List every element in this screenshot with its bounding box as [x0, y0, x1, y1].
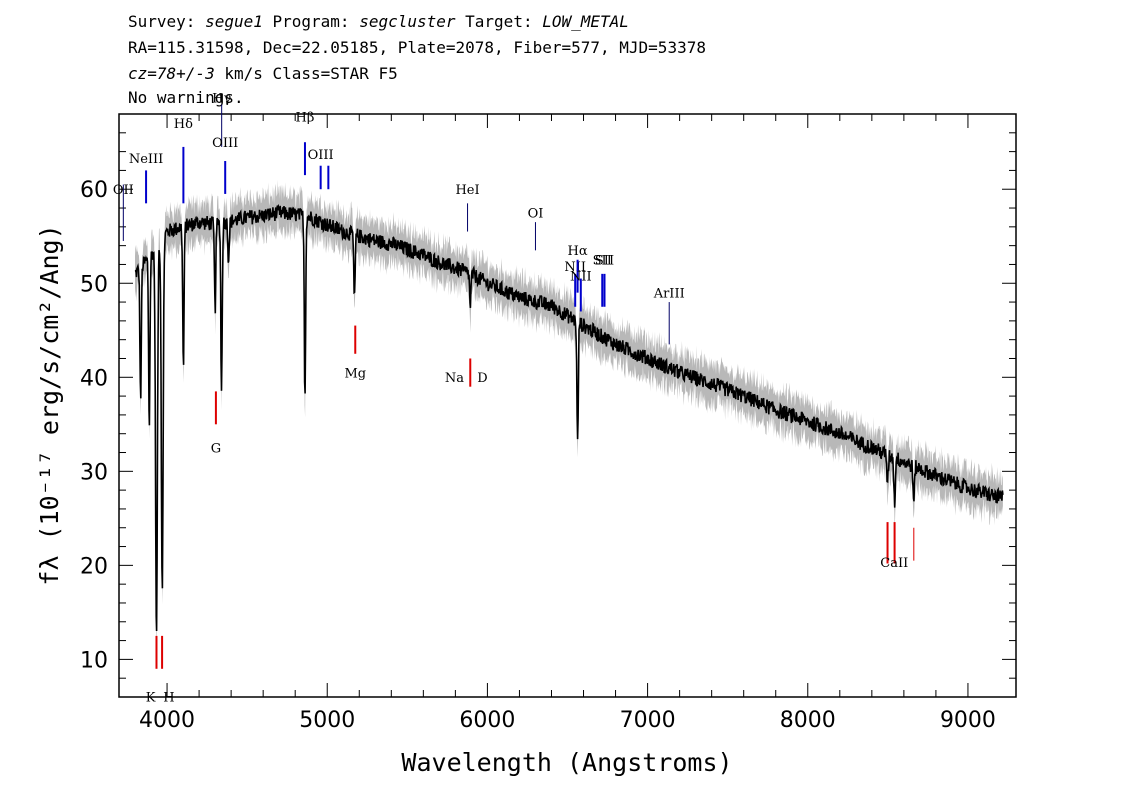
- cz-rest: km/s Class=STAR F5: [214, 64, 398, 83]
- absorption-line-label: K: [146, 691, 156, 706]
- axis-ticks: 4000 5000 6000 7000 8000 9000 10 20 30 40 50 60: [80, 113, 1016, 733]
- emission-line-label: OIII: [308, 148, 334, 163]
- absorption-line-label: Na: [445, 371, 464, 386]
- y-tick-label: 20: [80, 554, 108, 579]
- y-tick-label: 30: [80, 460, 108, 485]
- emission-line-label: OI: [528, 206, 544, 221]
- flux-line: [134, 204, 1004, 632]
- absorption-line-label: D: [477, 371, 487, 386]
- y-tick-label: 60: [80, 178, 108, 203]
- program-value: segcluster: [359, 12, 456, 31]
- emission-line-label: NII: [570, 269, 592, 284]
- absorption-line-label: Mg: [344, 366, 366, 381]
- x-tick-label: 8000: [780, 708, 836, 733]
- x-tick-label: 4000: [139, 708, 195, 733]
- survey-label: Survey:: [128, 12, 206, 31]
- emission-line-label: ArIII: [653, 286, 685, 301]
- x-tick-label: 6000: [459, 708, 515, 733]
- emission-line-label: NeIII: [129, 152, 163, 167]
- emission-line-label: NII: [564, 260, 586, 275]
- emission-line-label: Hδ: [174, 117, 193, 132]
- x-axis-title: Wavelength (Angstroms): [401, 748, 732, 777]
- emission-line-label: OIII: [212, 136, 238, 151]
- absorption-line-label: G: [211, 442, 221, 457]
- target-label: Target:: [455, 12, 543, 31]
- noise-band: [135, 179, 1003, 653]
- survey-value: segue1: [205, 12, 263, 31]
- emission-line-label: SII: [595, 253, 614, 268]
- absorption-line-label: CaII: [880, 556, 908, 571]
- emission-line-label: HeI: [455, 183, 479, 198]
- target-value: LOW_METAL: [542, 12, 629, 31]
- emission-line-label: SII: [593, 253, 612, 268]
- emission-line-label: Hβ: [296, 111, 315, 126]
- program-label: Program:: [262, 12, 360, 31]
- y-tick-label: 40: [80, 366, 108, 391]
- emission-line-label: OII: [113, 183, 134, 198]
- x-tick-label: 5000: [299, 708, 355, 733]
- plot-frame: [118, 113, 1017, 698]
- header-line-4: No warnings.: [128, 88, 244, 107]
- absorption-line-label: H: [163, 691, 174, 706]
- x-tick-label: 7000: [620, 708, 676, 733]
- header-line-1: Survey: segue1 Program: segcluster Targe…: [128, 12, 629, 32]
- emission-line-label: Hγ: [212, 92, 231, 107]
- y-tick-label: 10: [80, 648, 108, 673]
- emission-line-label: Hα: [568, 244, 588, 259]
- header-line-3: cz=78+/-3 km/s Class=STAR F5: [128, 64, 398, 84]
- header-line-2: RA=115.31598, Dec=22.05185, Plate=2078, …: [128, 38, 706, 57]
- y-tick-label: 50: [80, 272, 108, 297]
- y-axis-title: fλ (10⁻¹⁷ erg/s/cm²/Ang): [35, 224, 64, 585]
- cz-value: =78+/-3: [147, 64, 215, 83]
- cz-label: cz: [128, 64, 148, 83]
- x-tick-label: 9000: [940, 708, 996, 733]
